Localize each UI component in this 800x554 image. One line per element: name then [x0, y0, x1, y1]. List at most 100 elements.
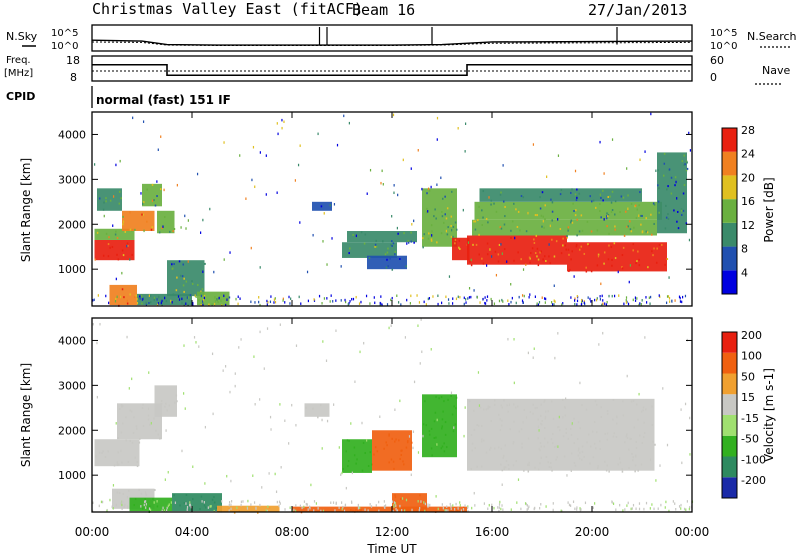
- heatmap-noise-speckle: [532, 143, 535, 146]
- heatmap-speckle: [525, 230, 528, 233]
- heatmap-noise-speckle: [142, 120, 145, 123]
- heatmap-speckle: [622, 400, 624, 403]
- heatmap-ground-speckle: [424, 509, 426, 513]
- heatmap-ground-speckle: [635, 507, 637, 510]
- heatmap-ground-speckle: [551, 303, 554, 306]
- heatmap-speckle: [626, 225, 628, 228]
- heatmap-ground-speckle: [448, 302, 450, 305]
- heatmap-speckle: [155, 407, 158, 410]
- heatmap-cell-13: [292, 506, 467, 512]
- heatmap-speckle: [133, 416, 135, 419]
- heatmap-noise-speckle: [513, 337, 515, 341]
- heatmap-speckle: [551, 210, 554, 213]
- heatmap-speckle: [570, 191, 572, 194]
- heatmap-ground-speckle: [348, 302, 350, 305]
- heatmap-ground-speckle: [189, 503, 191, 507]
- heatmap-cell-17: [567, 242, 667, 272]
- heatmap-speckle: [552, 432, 554, 435]
- heatmap-ground-speckle: [92, 299, 94, 302]
- heatmap-speckle: [356, 509, 359, 512]
- heatmap-speckle: [622, 414, 625, 417]
- heatmap-noise-speckle: [676, 197, 678, 200]
- heatmap-ground-speckle: [576, 508, 578, 511]
- heatmap-speckle: [476, 465, 478, 468]
- heatmap-noise-speckle: [333, 403, 335, 406]
- heatmap-ground-speckle: [486, 299, 488, 302]
- heatmap-speckle: [510, 236, 512, 239]
- heatmap-speckle: [428, 232, 430, 235]
- heatmap-speckle: [395, 438, 397, 441]
- heatmap-ground-speckle: [228, 501, 231, 504]
- heatmap-speckle: [434, 411, 437, 414]
- heatmap-speckle: [610, 201, 613, 204]
- heatmap-speckle: [567, 226, 570, 229]
- heatmap-noise-speckle: [340, 473, 342, 476]
- heatmap-ground-speckle: [463, 302, 465, 306]
- heatmap-ground-speckle: [460, 509, 462, 512]
- heatmap-ground-speckle: [299, 504, 301, 508]
- heatmap-ground-speckle: [303, 500, 306, 503]
- heatmap-ground-speckle: [274, 297, 276, 300]
- heatmap-ground-speckle: [383, 500, 385, 503]
- heatmap-speckle: [211, 498, 214, 501]
- heatmap-speckle: [683, 163, 685, 166]
- heatmap-ground-speckle: [185, 302, 187, 305]
- heatmap-speckle: [654, 443, 656, 446]
- heatmap-ground-speckle: [373, 296, 375, 299]
- heatmap-speckle: [585, 408, 588, 411]
- heatmap-speckle: [529, 261, 531, 264]
- heatmap-ground-speckle: [459, 295, 461, 299]
- heatmap-ground-speckle: [170, 501, 172, 504]
- heatmap-speckle: [641, 231, 644, 234]
- heatmap-ground-speckle: [114, 299, 117, 303]
- heatmap-ground-speckle: [181, 297, 183, 301]
- heatmap-noise-speckle: [277, 132, 279, 136]
- heatmap-speckle: [532, 403, 534, 406]
- heatmap-speckle: [126, 299, 129, 302]
- heatmap-speckle: [656, 247, 658, 250]
- heatmap-speckle: [426, 192, 428, 195]
- heatmap-noise-speckle: [436, 443, 438, 446]
- heatmap-ground-speckle: [580, 508, 582, 511]
- heatmap-speckle: [576, 438, 579, 441]
- heatmap-speckle: [454, 242, 456, 245]
- heatmap-ground-speckle: [490, 297, 492, 301]
- heatmap-speckle: [444, 195, 446, 198]
- heatmap-ground-speckle: [651, 503, 653, 506]
- heatmap-noise-speckle: [348, 121, 350, 125]
- heatmap-speckle: [364, 452, 366, 455]
- velocity-data: [92, 318, 694, 514]
- heatmap-ground-speckle: [122, 500, 124, 504]
- heatmap-ground-speckle: [357, 506, 360, 510]
- heatmap-ground-speckle: [269, 300, 272, 304]
- heatmap-speckle: [386, 251, 389, 254]
- heatmap-speckle: [124, 503, 126, 506]
- heatmap-speckle: [169, 230, 171, 233]
- heatmap-speckle: [355, 508, 357, 511]
- heatmap-ground-speckle: [534, 295, 536, 298]
- heatmap-noise-speckle: [500, 243, 502, 246]
- frequency-panel: Freq. [MHz] 18 8 60 0 Nave: [4, 54, 790, 85]
- heatmap-speckle: [393, 467, 395, 470]
- heatmap-speckle: [107, 255, 110, 258]
- heatmap-speckle: [631, 452, 633, 455]
- heatmap-ground-speckle: [345, 300, 347, 304]
- heatmap-speckle: [175, 289, 178, 292]
- heatmap-speckle: [425, 424, 428, 427]
- heatmap-speckle: [588, 244, 590, 247]
- heatmap-ground-speckle: [157, 302, 160, 305]
- heatmap-speckle: [403, 232, 405, 235]
- heatmap-speckle: [481, 424, 483, 427]
- heatmap-ground-speckle: [121, 507, 123, 511]
- heatmap-speckle: [398, 439, 400, 442]
- heatmap-speckle: [201, 288, 204, 291]
- heatmap-speckle: [605, 217, 608, 220]
- power-cbar-tick-3: 16: [741, 195, 755, 208]
- heatmap-speckle: [662, 174, 665, 177]
- heatmap-speckle: [534, 252, 537, 255]
- heatmap-speckle: [129, 293, 131, 296]
- heatmap-speckle: [606, 438, 609, 441]
- heatmap-noise-speckle: [397, 193, 399, 197]
